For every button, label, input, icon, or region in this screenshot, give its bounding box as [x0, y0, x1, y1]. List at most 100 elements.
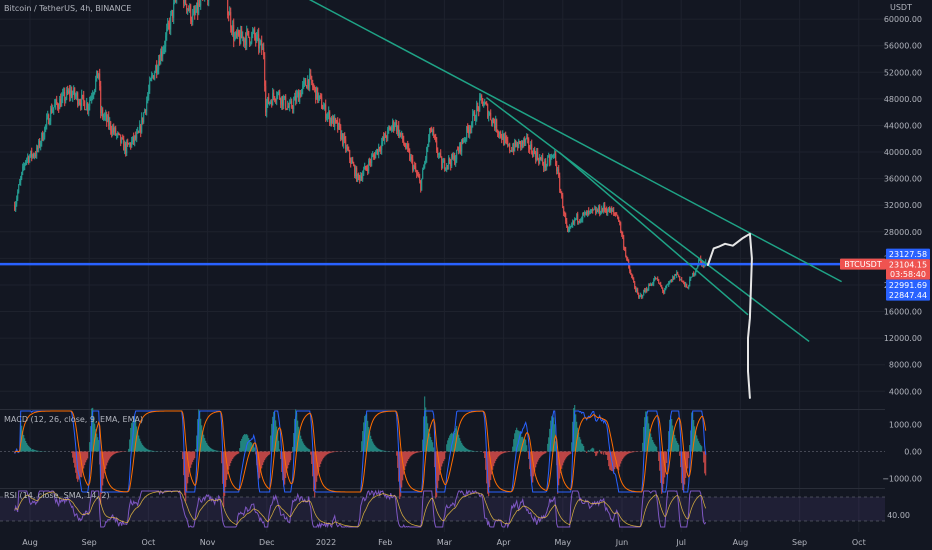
candle-body [196, 2, 198, 13]
candle-body [276, 96, 278, 101]
candle-body [581, 219, 583, 221]
candle-body [105, 114, 107, 116]
candle-body [195, 12, 197, 14]
candle-body [250, 42, 252, 44]
candle-body [364, 166, 366, 170]
macd-title[interactable]: MACD (12, 26, close, 9, EMA, EMA) [4, 415, 144, 424]
candle-body [193, 10, 195, 15]
candle-body [598, 206, 600, 212]
candle-body [349, 150, 351, 160]
candle-body [62, 93, 64, 98]
candle-body [186, 4, 188, 11]
candle-body [330, 118, 332, 124]
candle-body [548, 156, 550, 158]
candle-body [645, 288, 647, 292]
candle-body [666, 285, 668, 287]
candle-body [316, 87, 318, 100]
candle-body [424, 162, 426, 168]
candle-body [151, 75, 153, 79]
rsi-panel[interactable] [0, 489, 885, 529]
candle-body [650, 284, 652, 286]
candle-body [74, 88, 76, 97]
drawings-layer[interactable] [0, 0, 842, 399]
candle-body [489, 112, 491, 115]
rsi-title[interactable]: RSI (14, close, SMA, 14, 2) [4, 491, 110, 500]
candle-body [109, 122, 111, 126]
candle-body [199, 3, 201, 6]
candle-body [613, 210, 615, 213]
candle-body [29, 156, 31, 163]
candle-body [488, 114, 490, 118]
candle-body [570, 226, 572, 228]
candles-layer[interactable] [14, 0, 707, 300]
candle-body [609, 207, 611, 213]
candle-body [385, 133, 387, 138]
macd-panel[interactable] [0, 396, 885, 508]
candle-body [128, 143, 130, 145]
candle-body [597, 209, 599, 212]
candle-body [459, 142, 461, 152]
candle-body [361, 176, 363, 180]
candle-body [672, 276, 674, 282]
symbol-badge-bg [840, 258, 886, 270]
candle-body [48, 114, 50, 125]
candle-body [324, 104, 326, 108]
candle-body [131, 140, 133, 147]
candle-body [70, 90, 72, 96]
candle-body [237, 30, 239, 36]
candle-body [314, 87, 316, 89]
candle-body [455, 159, 457, 165]
candle-body [257, 34, 259, 36]
candle-body [438, 154, 440, 156]
candle-body [289, 103, 291, 108]
candle-body [478, 106, 480, 111]
candle-body [552, 155, 554, 157]
candle-body [235, 32, 237, 38]
candle-body [318, 96, 320, 101]
candle-body [99, 73, 101, 87]
candle-body [194, 10, 196, 14]
candle-body [79, 102, 81, 104]
candle-body [505, 136, 507, 139]
candle-body [188, 8, 190, 11]
candle-body [473, 112, 475, 114]
candle-body [476, 105, 478, 120]
candle-body [593, 209, 595, 211]
candle-body [15, 203, 17, 210]
candle-body [583, 212, 585, 214]
candle-body [50, 108, 52, 122]
candle-body [541, 157, 543, 160]
candle-body [238, 30, 240, 36]
candle-body [391, 127, 393, 131]
candle-body [382, 137, 384, 143]
candle-body [599, 206, 601, 214]
candle-body [383, 137, 385, 140]
candle-body [573, 221, 575, 223]
candle-body [675, 274, 677, 276]
price-badge: 22847.44 [889, 291, 927, 300]
candle-body [578, 220, 580, 222]
candle-body [321, 97, 323, 109]
candle-body [264, 55, 266, 87]
candle-body [66, 90, 68, 99]
symbol-title[interactable]: Bitcoin / TetherUS, 4h, BINANCE [4, 4, 132, 13]
candle-body [375, 152, 377, 159]
candle-body [405, 146, 407, 149]
candle-body [282, 96, 284, 106]
candle-body [543, 164, 545, 168]
candle-body [192, 14, 194, 23]
time-axis[interactable]: Aug Sep Oct Nov Dec 2022 Feb Mar Apr May Jun Jul Aug… [0, 532, 932, 550]
candle-body [44, 127, 46, 138]
candle-body [267, 97, 269, 104]
candle-body [561, 192, 563, 196]
candle-body [98, 73, 100, 79]
candle-body [601, 208, 603, 214]
candle-body [328, 111, 330, 115]
candle-body [25, 160, 27, 165]
candle-body [42, 132, 44, 141]
candle-body [149, 80, 151, 91]
candle-body [86, 103, 88, 110]
candle-body [359, 175, 361, 181]
